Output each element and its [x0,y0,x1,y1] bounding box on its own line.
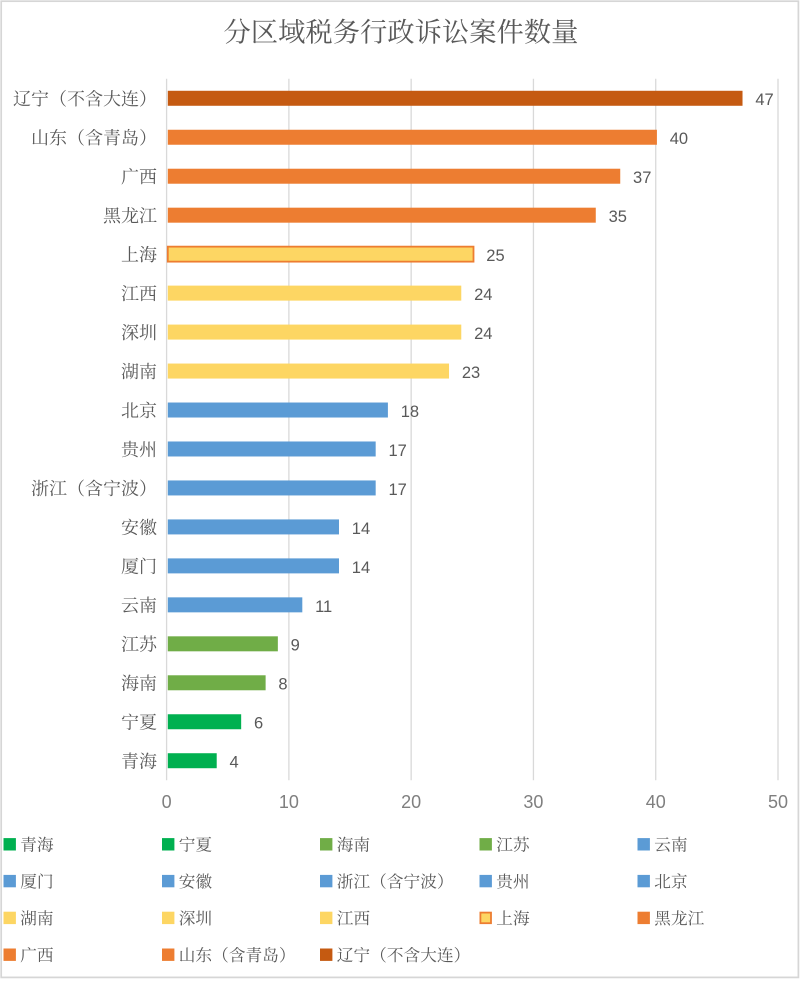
svg-text:37: 37 [633,169,651,187]
svg-text:18: 18 [401,403,419,421]
svg-text:24: 24 [474,286,492,304]
svg-text:6: 6 [254,715,263,733]
svg-text:14: 14 [352,559,370,577]
svg-text:0: 0 [162,792,172,812]
svg-text:25: 25 [486,247,504,265]
svg-text:11: 11 [315,598,332,616]
svg-text:14: 14 [352,520,370,538]
svg-text:40: 40 [670,130,688,148]
svg-text:9: 9 [291,637,300,655]
svg-text:23: 23 [462,364,480,382]
svg-text:40: 40 [646,792,666,812]
svg-text:47: 47 [755,91,773,109]
svg-text:30: 30 [523,792,543,812]
svg-text:17: 17 [388,442,406,460]
svg-text:4: 4 [230,754,239,772]
svg-text:8: 8 [278,676,287,694]
svg-text:35: 35 [609,208,627,226]
svg-text:24: 24 [474,325,492,343]
svg-text:17: 17 [388,481,406,499]
svg-text:20: 20 [401,792,421,812]
svg-text:50: 50 [768,792,788,812]
svg-text:10: 10 [279,792,299,812]
